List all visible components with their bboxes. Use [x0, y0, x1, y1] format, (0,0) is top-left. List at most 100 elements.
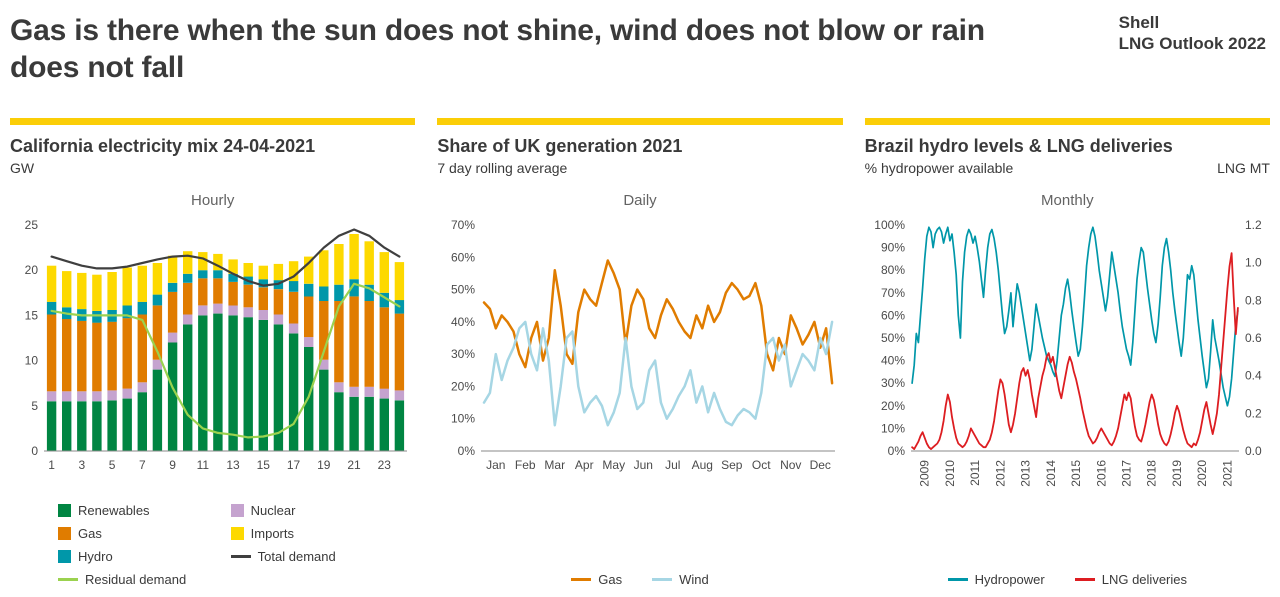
- chart-title-california: California electricity mix 24-04-2021: [10, 136, 316, 156]
- svg-text:50%: 50%: [451, 283, 475, 297]
- svg-text:15: 15: [25, 308, 39, 322]
- svg-text:2009: 2009: [917, 460, 931, 487]
- svg-text:2017: 2017: [1119, 460, 1133, 487]
- svg-text:0: 0: [31, 444, 38, 458]
- svg-text:20%: 20%: [881, 399, 905, 413]
- legend-swatch-line: [58, 578, 78, 581]
- svg-text:13: 13: [226, 458, 240, 472]
- svg-text:Aug: Aug: [692, 458, 713, 472]
- svg-text:Jun: Jun: [634, 458, 653, 472]
- svg-text:2014: 2014: [1043, 460, 1057, 487]
- svg-text:3: 3: [78, 458, 85, 472]
- svg-text:May: May: [603, 458, 626, 472]
- svg-text:0%: 0%: [458, 444, 476, 458]
- svg-text:Mar: Mar: [545, 458, 566, 472]
- legend-swatch-line: [652, 578, 673, 581]
- legend-item-nuclear: Nuclear: [230, 503, 396, 518]
- svg-text:60%: 60%: [451, 250, 475, 264]
- svg-text:0.0: 0.0: [1245, 444, 1262, 458]
- svg-text:80%: 80%: [881, 263, 905, 277]
- svg-text:40%: 40%: [881, 354, 905, 368]
- svg-text:Nov: Nov: [780, 458, 801, 472]
- uk-generation-chart: 0% 10% 20% 30% 40% 50% 60% 70% Jan Feb Mar Apr May Ju…: [451, 218, 836, 472]
- uk-legend: Gas Wind: [437, 572, 842, 587]
- chart-subtitle-brazil: % hydropower available LNG MT: [865, 160, 1270, 177]
- legend-item-lng-deliveries: LNG deliveries: [1074, 572, 1187, 587]
- brazil-legend: Hydropower LNG deliveries: [865, 572, 1270, 587]
- svg-text:15: 15: [257, 458, 271, 472]
- accent-bar: [437, 118, 843, 125]
- svg-text:Oct: Oct: [752, 458, 771, 472]
- legend-label: Hydropower: [974, 572, 1045, 587]
- frequency-label-monthly: Monthly: [1041, 192, 1094, 209]
- svg-text:2011: 2011: [968, 460, 982, 486]
- legend-label: LNG deliveries: [1101, 572, 1187, 587]
- svg-text:1: 1: [48, 458, 55, 472]
- svg-text:0.2: 0.2: [1245, 406, 1262, 420]
- svg-text:1.0: 1.0: [1245, 256, 1262, 270]
- svg-text:70%: 70%: [451, 218, 475, 232]
- axis-unit-left: 7 day rolling average: [437, 160, 568, 176]
- svg-text:100%: 100%: [874, 218, 905, 232]
- svg-text:Dec: Dec: [810, 458, 831, 472]
- svg-text:5: 5: [109, 458, 116, 472]
- svg-text:11: 11: [197, 458, 210, 472]
- legend-swatch-square: [58, 527, 71, 540]
- legend-label: Imports: [250, 526, 294, 541]
- legend-swatch-line: [230, 555, 251, 558]
- chart-title-uk: Share of UK generation 2021: [437, 136, 683, 156]
- chart-title-brazil: Brazil hydro levels & LNG deliveries: [864, 136, 1173, 156]
- chart-subtitle-california: GW: [10, 160, 415, 177]
- charts-row: California electricity mix 24-04-2021 GW…: [10, 118, 1270, 591]
- legend-swatch-line: [571, 578, 592, 581]
- svg-text:0.4: 0.4: [1245, 369, 1262, 383]
- svg-text:2010: 2010: [943, 460, 957, 487]
- legend-label: Wind: [679, 572, 709, 587]
- svg-text:10%: 10%: [451, 412, 475, 426]
- legend-swatch-square: [230, 504, 244, 517]
- svg-text:30%: 30%: [881, 376, 905, 390]
- legend-label: Residual demand: [85, 572, 187, 587]
- svg-text:2019: 2019: [1170, 460, 1184, 487]
- legend-item-gas: Gas: [58, 526, 223, 541]
- svg-text:1.2: 1.2: [1245, 218, 1262, 232]
- svg-text:2012: 2012: [993, 460, 1007, 487]
- svg-text:2013: 2013: [1018, 460, 1032, 487]
- svg-text:0.8: 0.8: [1245, 293, 1262, 307]
- legend-item-renewables: Renewables: [58, 503, 223, 518]
- svg-text:60%: 60%: [881, 308, 905, 322]
- legend-label: Gas: [598, 572, 623, 587]
- svg-text:23: 23: [378, 458, 392, 472]
- svg-text:90%: 90%: [881, 241, 905, 255]
- svg-text:17: 17: [287, 458, 301, 472]
- legend-swatch-line: [947, 578, 968, 581]
- axis-unit-right: LNG MT: [1217, 160, 1270, 176]
- svg-text:20%: 20%: [451, 379, 475, 393]
- frequency-label-daily: Daily: [623, 192, 657, 209]
- axis-unit-left: % hydropower available: [864, 160, 1014, 176]
- svg-text:10%: 10%: [881, 421, 905, 435]
- svg-text:30%: 30%: [451, 347, 475, 361]
- legend-swatch-square: [58, 504, 71, 517]
- svg-text:19: 19: [317, 458, 331, 472]
- svg-text:2015: 2015: [1069, 460, 1083, 487]
- chart-subtitle-uk: 7 day rolling average: [437, 160, 842, 177]
- svg-text:21: 21: [347, 458, 361, 472]
- legend-swatch-square: [58, 550, 71, 563]
- legend-label: Hydro: [78, 549, 113, 564]
- svg-text:20: 20: [25, 263, 39, 277]
- svg-text:0.6: 0.6: [1245, 331, 1262, 345]
- legend-item-gas: Gas: [571, 572, 622, 587]
- frequency-label-hourly: Hourly: [190, 192, 235, 209]
- legend-item-residual-demand: Residual demand: [58, 572, 223, 587]
- legend-item-hydro: Hydro: [58, 549, 223, 564]
- panel-uk: Share of UK generation 2021 7 day rollin…: [437, 118, 843, 591]
- svg-text:Feb: Feb: [515, 458, 536, 472]
- legend-swatch-square: [230, 527, 244, 540]
- axis-unit-left: GW: [10, 160, 35, 176]
- svg-text:2018: 2018: [1144, 460, 1158, 487]
- svg-text:25: 25: [25, 218, 39, 232]
- legend-item-hydropower: Hydropower: [947, 572, 1045, 587]
